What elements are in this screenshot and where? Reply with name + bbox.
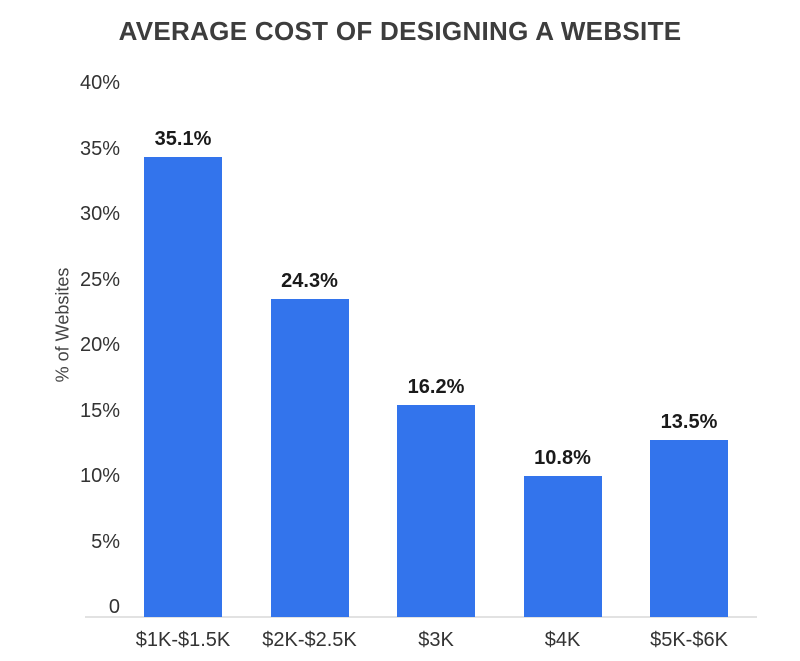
bar: [270, 298, 349, 617]
bar: [650, 440, 728, 617]
x-tick-label: $2K-$2.5K: [262, 629, 357, 651]
x-tick-label: $4K: [544, 629, 581, 651]
y-tick-label: 10%: [79, 465, 120, 487]
bar-value-label: 13.5%: [660, 411, 718, 434]
y-tick-label: 20%: [79, 334, 120, 356]
y-tick-label: 40%: [79, 72, 120, 94]
bar-value-label: 24.3%: [281, 269, 338, 292]
bar: [523, 475, 602, 617]
bar-value-label: 10.8%: [534, 446, 591, 469]
bar-value-label: 16.2%: [407, 375, 465, 398]
y-tick-label: 0: [108, 596, 120, 618]
y-tick-label: 35%: [79, 137, 120, 160]
bar: [144, 157, 222, 617]
x-tick-label: $5K-$6K: [650, 629, 728, 651]
y-tick-label: 15%: [79, 399, 120, 422]
bar: [397, 404, 475, 617]
x-tick-label: $1K-$1.5K: [135, 629, 231, 651]
x-tick-label: $3K: [418, 629, 454, 651]
y-tick-label: 5%: [91, 530, 120, 553]
bar-value-label: 35.1%: [154, 128, 212, 151]
x-axis-line: [85, 616, 757, 618]
y-tick-label: 30%: [79, 203, 120, 225]
y-tick-label: 25%: [79, 268, 120, 291]
chart-title: AVERAGE COST OF DESIGNING A WEBSITE: [118, 16, 682, 46]
